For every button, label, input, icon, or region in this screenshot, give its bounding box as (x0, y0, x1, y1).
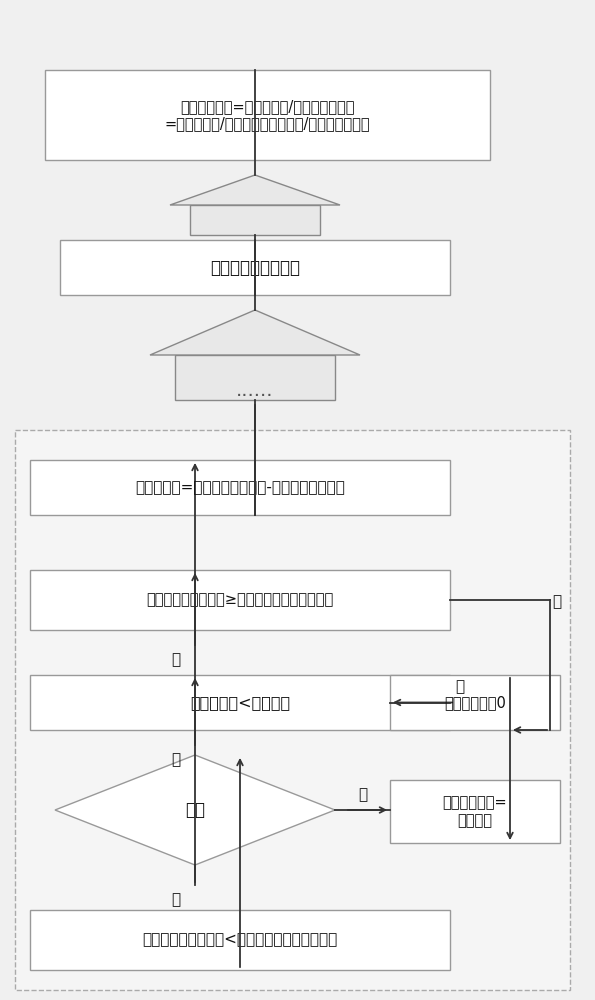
Text: 是: 是 (171, 892, 180, 908)
Polygon shape (190, 205, 320, 235)
Text: 否: 否 (455, 680, 464, 694)
FancyBboxPatch shape (390, 675, 560, 730)
Text: 磨煤机裕量=磨煤机设计给煤量-磨煤机当前给煤量: 磨煤机裕量=磨煤机设计给煤量-磨煤机当前给煤量 (135, 480, 345, 495)
FancyBboxPatch shape (30, 570, 450, 630)
Text: 磨煤机电流<额定电流: 磨煤机电流<额定电流 (190, 695, 290, 710)
FancyBboxPatch shape (15, 430, 570, 990)
Text: 机组出力裕量=磨煤机裕量/单位负荷给煤量
=磨煤机裕量/（机组当前总给煤量/机组当前负荷）: 机组出力裕量=磨煤机裕量/单位负荷给煤量 =磨煤机裕量/（机组当前总给煤量/机组… (165, 99, 370, 131)
Polygon shape (170, 175, 340, 205)
Text: 否: 否 (358, 787, 367, 802)
Text: 磨煤机出口风粉温度≥出口风粉温度低限报警值: 磨煤机出口风粉温度≥出口风粉温度低限报警值 (146, 592, 334, 607)
Text: 可调最大出力=
额定功率: 可调最大出力= 额定功率 (443, 795, 508, 828)
Text: 是: 是 (171, 652, 180, 668)
Text: 磨煤机裕量为0: 磨煤机裕量为0 (444, 695, 506, 710)
Polygon shape (175, 355, 335, 400)
FancyBboxPatch shape (60, 240, 450, 295)
FancyBboxPatch shape (390, 780, 560, 843)
Text: 机组当量负荷给煤量<设计工况当量负荷给煤量: 机组当量负荷给煤量<设计工况当量负荷给煤量 (142, 932, 337, 948)
FancyBboxPatch shape (30, 910, 450, 970)
Polygon shape (150, 310, 360, 355)
Text: 是: 是 (171, 752, 180, 768)
Text: 判断: 判断 (185, 801, 205, 819)
Text: 机组磨煤机的总裕量: 机组磨煤机的总裕量 (210, 258, 300, 276)
Text: 否: 否 (552, 594, 561, 609)
FancyBboxPatch shape (45, 70, 490, 160)
FancyBboxPatch shape (30, 675, 450, 730)
Text: ......: ...... (236, 380, 274, 399)
FancyBboxPatch shape (30, 460, 450, 515)
Polygon shape (55, 755, 335, 865)
